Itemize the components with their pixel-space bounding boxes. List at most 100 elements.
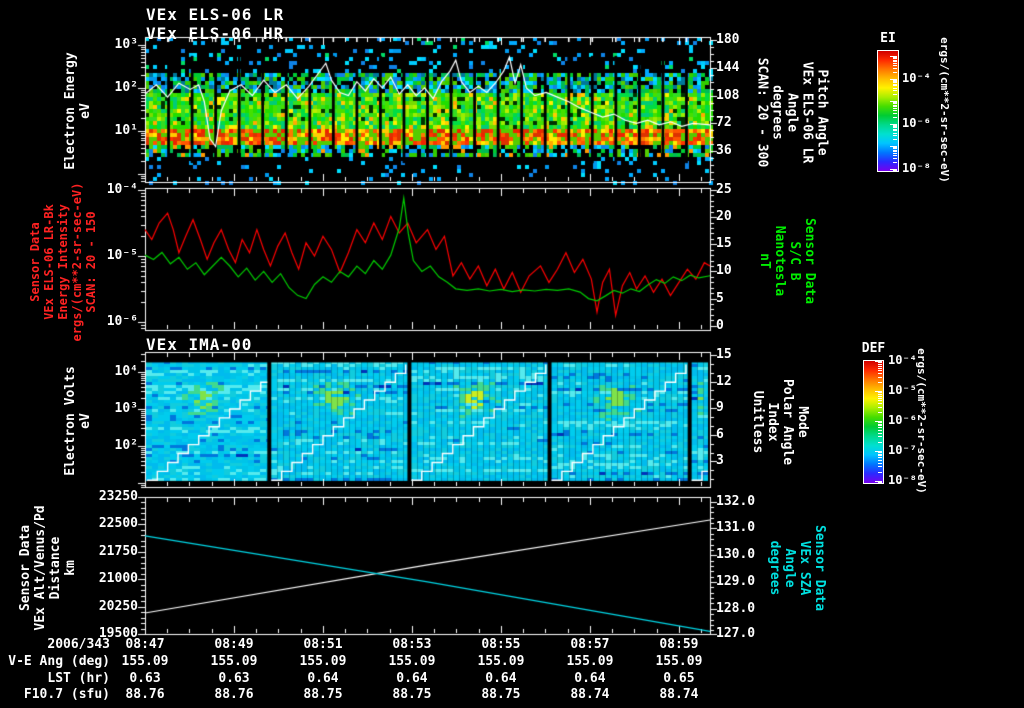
DEF-colorbar-tick [878,370,882,371]
bottom-row-value: 155.09 [655,654,703,669]
DEF-colorbar-tick [878,373,882,374]
DEF-colorbar [863,360,884,484]
EI-colorbar-tick-label: 10⁻⁶ [902,116,931,131]
EI-colorbar-tick [893,150,897,151]
DEF-colorbar-tick [878,377,882,378]
DEF-colorbar-tick [878,394,882,395]
EI-colorbar-tick [893,85,897,86]
EI-colorbar-tick [893,106,897,107]
EI-colorbar-tick [893,147,897,148]
EI-colorbar-tick [893,133,897,134]
p4-left-tick-label: 21750 [98,543,138,559]
bottom-row-value: 0.64 [307,670,339,686]
EI-colorbar-tick [893,57,897,58]
DEF-colorbar-tick [878,400,882,401]
EI-colorbar-title: EI [880,31,896,46]
bottom-row-value: 155.09 [121,654,169,669]
DEF-colorbar-tick [878,425,882,426]
DEF-colorbar-tick [878,412,882,413]
EI-colorbar-tick [890,169,897,170]
EI-colorbar-tick [893,81,897,82]
DEF-colorbar-tick [878,392,882,393]
DEF-colorbar-tick [878,427,882,428]
DEF-colorbar-tick [875,481,882,482]
p1-right-tick-label: 144 [716,59,740,75]
DEF-colorbar-tick [878,433,882,434]
DEF-colorbar-tick-label: 10⁻⁷ [888,442,917,457]
bottom-row-value: 0.64 [396,670,428,686]
EI-colorbar-tick [893,105,897,106]
EI-colorbar-tick [893,148,897,149]
EI-colorbar-unit-label: ergs/(cm**2-sr-sec-eV) [938,37,951,183]
p1-right-tick-label: 108 [716,87,740,103]
EI-colorbar-tick [893,80,897,81]
p4-right-axis-label: Sensor Data VEx SZA Angle degrees [767,524,827,611]
bottom-row-value: 88.75 [303,687,343,702]
EI-colorbar-tick [890,124,897,125]
p3-right-tick-label: 12 [716,373,732,389]
bottom-row-value: 155.09 [299,654,347,669]
bottom-row-value: 0.65 [663,670,695,686]
EI-colorbar-tick [890,101,897,102]
EI-colorbar-tick [893,127,897,128]
DEF-colorbar-tick [878,454,882,455]
p1-right-tick-label: 180 [716,32,740,48]
bottom-row-value: 155.09 [566,654,614,669]
DEF-colorbar-tick [875,391,882,392]
DEF-colorbar-tick [878,424,882,425]
p3-right-tick-label: 15 [716,346,732,362]
DEF-colorbar-tick [878,366,882,367]
EI-colorbar-tick [893,72,897,73]
DEF-colorbar-tick [878,452,882,453]
DEF-colorbar-tick [878,442,882,443]
EI-colorbar-tick [893,90,897,91]
DEF-colorbar-tick [878,463,882,464]
bottom-row-value: 88.74 [659,687,699,702]
DEF-colorbar-tick-label: 10⁻⁵ [888,382,917,397]
bottom-row-value: 155.09 [477,654,525,669]
DEF-colorbar-tick [878,430,882,431]
time-tick-label: 08:51 [303,637,343,652]
bottom-row-value: 88.76 [125,687,165,702]
EI-colorbar-tick [893,117,897,118]
EI-colorbar-tick [893,135,897,136]
DEF-colorbar-tick-label: 10⁻⁸ [888,472,917,487]
p3-right-tick-label: 3 [716,453,724,469]
bottom-row-label: F10.7 (sfu) [23,687,110,702]
p4-left-tick-label: 21000 [98,571,138,587]
p3-left-tick-label: 10⁴ [114,363,138,379]
DEF-colorbar-tick [878,382,882,383]
panel4-altitude-sza-plot [145,497,710,634]
EI-colorbar-tick [893,103,897,104]
time-tick-label: 08:53 [392,637,432,652]
DEF-colorbar-tick [878,368,882,369]
p1-left-tick-label: 10¹ [114,122,138,138]
panel3-ima-spectrogram [145,352,710,487]
EI-colorbar-tick [893,58,897,59]
bottom-row-value: 0.63 [218,670,250,686]
p4-right-tick-label: 129.0 [716,573,756,589]
EI-colorbar-tick [893,129,897,130]
EI-colorbar-tick [890,146,897,147]
DEF-colorbar-title: DEF [861,341,886,356]
EI-colorbar-tick [893,126,897,127]
time-tick-label: 08:47 [125,637,165,652]
EI-colorbar-tick [893,82,897,83]
p4-left-tick-label: 19500 [98,626,138,641]
DEF-colorbar-tick [875,451,882,452]
panel3-title: VEx IMA-00 [146,335,253,354]
bottom-row-value: 0.64 [574,670,606,686]
EI-colorbar-tick [893,170,897,171]
DEF-colorbar-tick [878,482,882,483]
EI-colorbar [877,50,899,172]
EI-colorbar-tick [893,151,897,152]
p4-right-tick-label: 127.0 [716,626,756,641]
p4-right-tick-label: 128.0 [716,600,756,616]
EI-colorbar-tick [893,60,897,61]
date-label: 2006/343 [47,637,110,652]
DEF-colorbar-tick [878,436,882,437]
DEF-colorbar-tick [875,421,882,422]
p2-right-tick-label: 25 [716,181,732,197]
time-tick-label: 08:59 [659,637,699,652]
